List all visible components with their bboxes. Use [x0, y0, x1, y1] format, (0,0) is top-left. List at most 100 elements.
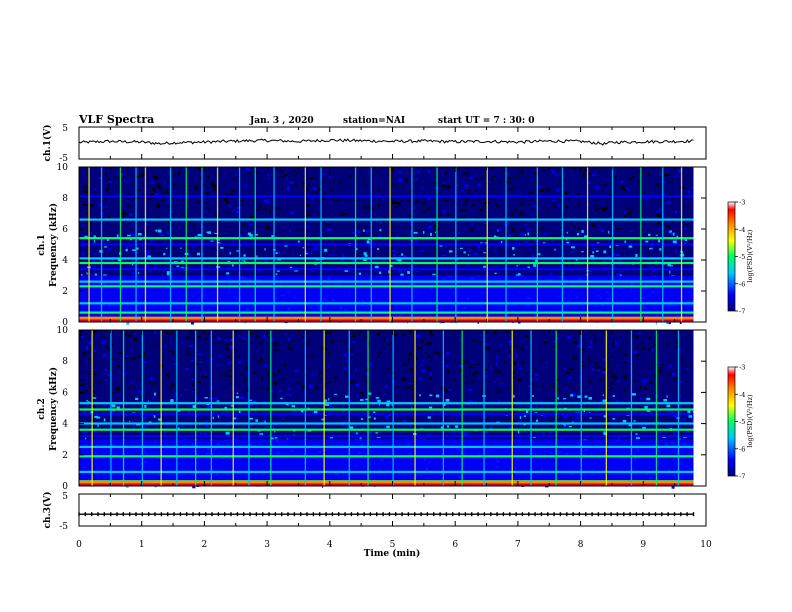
- spectrogram-noise: [481, 415, 483, 418]
- spectrogram-noise: [419, 376, 422, 379]
- spectrogram-noise: [276, 270, 280, 272]
- spectrogram-noise: [171, 199, 173, 203]
- spectrogram-noise: [180, 260, 184, 262]
- spectrogram-noise: [129, 193, 132, 197]
- spectrogram-band: [79, 268, 694, 271]
- spectrogram-noise: [250, 404, 254, 406]
- spectrogram-noise: [114, 175, 117, 177]
- spectrogram-noise: [263, 334, 265, 337]
- spectrogram-noise: [603, 260, 606, 264]
- spectrogram-noise: [482, 205, 485, 209]
- spectrogram-noise: [116, 193, 119, 196]
- ch3-sample-mark: [673, 512, 676, 517]
- spectrogram-noise: [398, 178, 402, 182]
- spectrogram-noise: [321, 418, 325, 421]
- spectrogram-noise: [470, 250, 472, 253]
- spectrogram-noise: [430, 359, 432, 362]
- spectrogram-noise: [85, 212, 88, 214]
- spectrogram-noise: [472, 204, 475, 206]
- spectrogram-noise: [231, 387, 234, 390]
- spectrogram-noise: [130, 259, 134, 262]
- spectrogram-noise: [144, 425, 146, 429]
- spectrogram-noise: [542, 227, 544, 230]
- spectrogram-noise: [509, 344, 512, 346]
- spectrogram-noise: [232, 240, 235, 243]
- spectrogram-noise: [278, 390, 282, 392]
- spectrogram-noise: [485, 346, 489, 350]
- spectrogram-noise: [310, 197, 314, 200]
- spectrogram-band: [79, 484, 694, 487]
- spectrogram-noise: [445, 351, 450, 355]
- spectrogram-noise: [434, 182, 437, 185]
- spectrogram-noise: [147, 226, 150, 229]
- spectrogram-noise: [213, 376, 215, 380]
- spectrogram-noise: [475, 174, 478, 177]
- spectrogram-noise: [227, 355, 229, 359]
- spectrogram-noise: [489, 180, 491, 183]
- spectrogram-noise: [663, 173, 667, 177]
- spectrogram-noise: [217, 415, 220, 418]
- spectrogram-noise: [116, 406, 120, 409]
- spectrogram-noise: [659, 214, 662, 216]
- spectrogram-noise: [137, 390, 141, 393]
- spectrogram-noise: [133, 425, 135, 429]
- spectrogram-noise: [425, 351, 427, 353]
- spectrogram-noise: [540, 406, 543, 409]
- spectrogram-noise: [608, 265, 610, 268]
- spectrogram-noise: [672, 233, 675, 236]
- spectrogram-noise: [222, 373, 225, 376]
- spectrogram-noise: [147, 198, 152, 200]
- spectrogram-noise: [204, 397, 209, 399]
- spectrogram-noise: [477, 189, 479, 191]
- spectrogram-band: [79, 316, 694, 320]
- spectrogram-noise: [662, 236, 665, 238]
- spectrogram-noise: [170, 399, 174, 403]
- spectrogram-noise: [130, 331, 134, 334]
- spectrogram-noise: [132, 251, 134, 254]
- spectrogram-noise: [187, 348, 190, 351]
- spectrogram-noise: [129, 244, 132, 247]
- spectrogram-noise: [307, 341, 310, 344]
- spectrogram-noise: [190, 378, 195, 380]
- header-station: station=NAI: [343, 116, 405, 126]
- spectrogram-noise: [679, 321, 682, 325]
- spectrogram-noise: [524, 241, 528, 243]
- spectrogram-noise: [409, 425, 412, 427]
- spectrogram-noise: [137, 189, 141, 191]
- ch3-sample-mark: [452, 512, 454, 517]
- spectrogram-noise: [119, 171, 124, 173]
- spectrogram-noise: [151, 181, 155, 184]
- spectrogram-noise: [565, 372, 570, 374]
- spectrogram-noise: [298, 228, 300, 231]
- ch3-sample-mark: [217, 512, 220, 517]
- spectrogram-noise: [178, 427, 180, 430]
- spectrogram-noise: [541, 384, 544, 387]
- spectrogram-noise: [225, 415, 228, 417]
- spectrogram-noise: [653, 374, 656, 377]
- spectrogram-noise: [227, 374, 232, 377]
- spectrogram-noise: [656, 213, 661, 217]
- spectrogram-noise: [532, 395, 534, 397]
- spectrogram-noise: [623, 214, 627, 218]
- spectrogram-noise: [287, 342, 290, 345]
- spectrogram-noise: [97, 424, 99, 427]
- ch3-sample-mark: [648, 512, 650, 517]
- spectrogram-noise: [139, 238, 142, 241]
- spectrogram-noise: [375, 432, 379, 434]
- spectrogram-noise: [612, 342, 617, 344]
- spectrogram-noise: [668, 230, 670, 234]
- spectrogram-noise: [612, 395, 615, 397]
- frequency-tick-label: 2: [62, 287, 68, 297]
- spectrogram-noise: [368, 431, 372, 435]
- spectrogram-noise: [267, 173, 270, 176]
- spectrogram-noise: [680, 358, 684, 361]
- spectrogram-noise: [289, 181, 294, 184]
- spectrogram-noise: [165, 247, 168, 249]
- spectrogram-spike: [169, 167, 172, 322]
- spectrogram-noise: [446, 369, 450, 373]
- spectrogram-noise: [272, 373, 276, 376]
- spectrogram-noise: [592, 173, 596, 177]
- spectrogram-noise: [89, 222, 92, 225]
- spectrogram-noise: [224, 232, 228, 234]
